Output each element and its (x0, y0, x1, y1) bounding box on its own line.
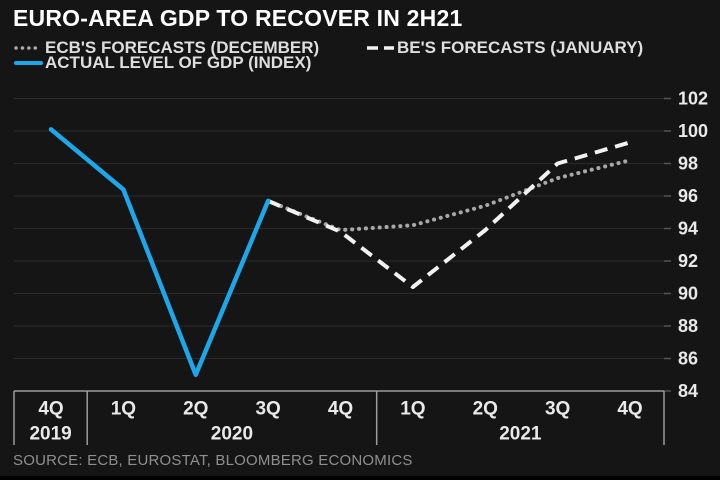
x-axis-quarter-label: 1Q (111, 399, 136, 420)
series-line-solid (48, 127, 271, 377)
dotted-line-swatch (14, 46, 43, 50)
legend-item-ecb-forecasts: ECB'S FORECASTS (DECEMBER) (13, 38, 320, 57)
legend-item-be-forecasts: BE'S FORECASTS (JANUARY) (365, 38, 644, 57)
chart-title: EURO-AREA GDP TO RECOVER IN 2H21 (13, 5, 463, 31)
series-line-dotted (266, 158, 632, 233)
x-axis-quarter-label: 3Q (545, 399, 570, 420)
y-axis-label: 90 (678, 284, 698, 304)
x-axis-year-label: 2019 (29, 424, 71, 445)
y-axis-label: 96 (678, 186, 698, 206)
legend-label-be-forecasts: BE'S FORECASTS (JANUARY) (397, 38, 644, 57)
x-axis-quarter-label: 4Q (328, 399, 353, 420)
series-line-dashed (267, 140, 631, 289)
y-axis-label: 86 (678, 349, 698, 369)
x-axis-quarter-label: 3Q (255, 399, 280, 420)
y-axis-label: 88 (678, 316, 698, 336)
source-note: SOURCE: ECB, EUROSTAT, BLOOMBERG ECONOMI… (13, 452, 413, 469)
x-axis-quarter-label: 4Q (38, 399, 63, 420)
y-axis-label: 98 (678, 154, 698, 174)
y-axis-label: 100 (678, 121, 708, 141)
legend-item-actual-gdp: ACTUAL LEVEL OF GDP (INDEX) (13, 53, 312, 72)
x-axis-quarter-label: 4Q (617, 399, 642, 420)
x-axis-quarter-label: 2Q (473, 399, 498, 420)
x-axis-quarter-label: 1Q (400, 399, 425, 420)
y-axis-label: 102 (678, 89, 708, 109)
x-axis-year-label: 2020 (211, 424, 253, 445)
legend-label-actual-gdp: ACTUAL LEVEL OF GDP (INDEX) (45, 53, 312, 72)
dashed-line-swatch (367, 46, 394, 50)
y-axis-label: 84 (678, 381, 698, 401)
y-axis-label: 92 (678, 251, 698, 271)
x-axis-year-label: 2021 (499, 424, 542, 445)
bottom-edge-strip (0, 476, 720, 480)
x-axis-quarter-label: 2Q (183, 399, 208, 420)
y-axis-label: 94 (678, 219, 698, 239)
solid-line-swatch (14, 61, 43, 65)
legend-label-ecb-forecasts: ECB'S FORECASTS (DECEMBER) (45, 38, 320, 57)
